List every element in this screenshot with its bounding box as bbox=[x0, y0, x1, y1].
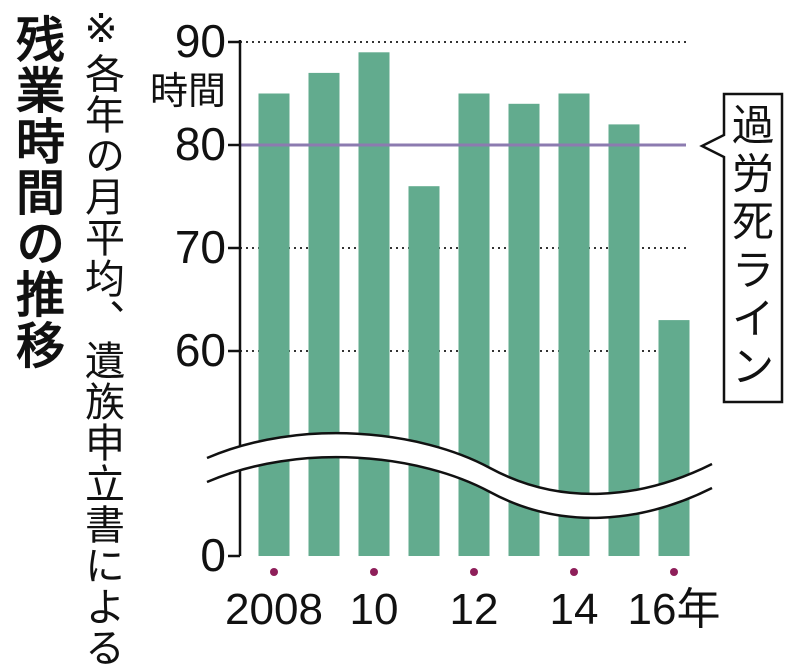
y-tick-label-70: 70 bbox=[175, 221, 226, 273]
x-tick-label-2016: 16年 bbox=[628, 585, 721, 634]
bar-2010 bbox=[358, 52, 390, 557]
x-tick-label-2012: 12 bbox=[450, 585, 499, 634]
axes bbox=[228, 40, 242, 558]
bar-chart: 90 80 70 60 0 時間 2008 10 12 14 16年 過労死ライン bbox=[150, 15, 784, 634]
axis-break-line-top bbox=[206, 431, 713, 496]
axis-break bbox=[206, 431, 713, 520]
axis-break-band bbox=[207, 433, 712, 518]
bar-2008 bbox=[258, 93, 290, 556]
y-tick-label-0: 0 bbox=[200, 529, 226, 581]
x-tick-label-2008: 2008 bbox=[225, 585, 323, 634]
x-tick-label-2010: 10 bbox=[350, 585, 399, 634]
bar-2014 bbox=[558, 93, 590, 556]
bar-2011 bbox=[408, 186, 440, 556]
chart-title: 残業時間の推移 bbox=[8, 14, 65, 371]
callout-box bbox=[699, 92, 784, 404]
x-tick-dot-2008 bbox=[270, 568, 278, 576]
x-tick-label-2014: 14 bbox=[550, 585, 599, 634]
y-tick-label-80: 80 bbox=[175, 118, 226, 170]
x-tick-dot-2012 bbox=[470, 568, 478, 576]
x-tick-dot-2016 bbox=[670, 568, 678, 576]
reference-line-label: 過労死ライン bbox=[732, 101, 774, 392]
x-tick-labels: 2008 10 12 14 16年 bbox=[225, 568, 720, 634]
source-note: ※各年の月平均、遺族申立書による bbox=[78, 6, 124, 668]
x-tick-dot-2014 bbox=[570, 568, 578, 576]
bar-2015 bbox=[608, 124, 640, 557]
y-unit-label: 時間 bbox=[150, 69, 226, 113]
y-tick-labels: 90 80 70 60 0 時間 bbox=[150, 15, 226, 581]
x-tick-dot-2010 bbox=[370, 568, 378, 576]
bar-2016 bbox=[658, 320, 690, 556]
axis-break-line-bottom bbox=[206, 455, 713, 520]
bar-2009 bbox=[308, 72, 340, 557]
y-tick-label-60: 60 bbox=[175, 324, 226, 376]
y-tick-label-90: 90 bbox=[175, 15, 226, 67]
reference-line-callout: 過労死ライン bbox=[699, 92, 784, 404]
